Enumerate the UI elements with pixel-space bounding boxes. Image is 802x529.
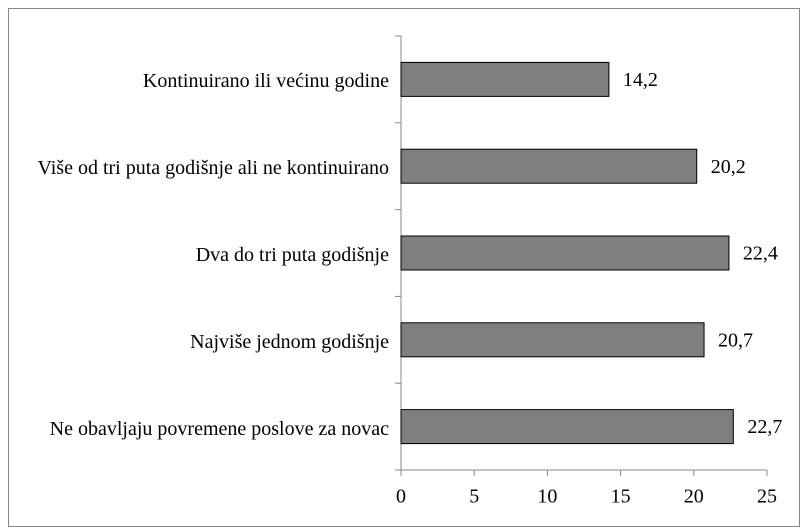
- y-tick-label: Najviše jednom godišnje: [190, 330, 389, 353]
- bar: [400, 148, 698, 184]
- y-tick-label: Dva do tri puta godišnje: [195, 244, 389, 266]
- x-tick-label: 20: [684, 486, 704, 508]
- value-label: 14,2: [623, 69, 658, 91]
- bar: [400, 322, 705, 358]
- bar: [400, 235, 730, 271]
- bar: [400, 409, 734, 445]
- x-tick-label: 0: [396, 486, 406, 508]
- x-tick-label: 15: [611, 486, 631, 508]
- value-label: 20,7: [718, 329, 753, 351]
- x-tick-label: 5: [469, 486, 479, 508]
- value-label: 20,2: [711, 156, 746, 178]
- y-tick-label: Ne obavljaju povremene poslove za novac: [49, 417, 389, 440]
- y-tick-label: Kontinuirano ili većinu godine: [142, 70, 389, 93]
- y-tick-label: Više od tri puta godišnje ali ne kontinu…: [37, 157, 389, 180]
- value-label: 22,7: [747, 416, 782, 438]
- x-tick-label: 25: [757, 486, 777, 508]
- bar: [400, 61, 610, 97]
- chart-frame: [8, 8, 800, 527]
- x-tick-label: 10: [537, 486, 557, 508]
- value-label: 22,4: [743, 243, 778, 265]
